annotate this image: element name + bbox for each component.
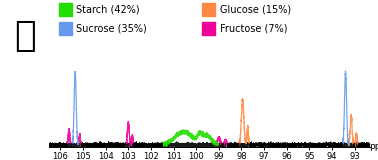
Text: Fructose (7%): Fructose (7%) [220, 24, 288, 34]
Text: Starch (42%): Starch (42%) [76, 5, 140, 15]
Text: Glucose (15%): Glucose (15%) [220, 5, 291, 15]
Text: 🍌: 🍌 [14, 19, 36, 53]
Text: ppm: ppm [369, 142, 378, 151]
Text: Sucrose (35%): Sucrose (35%) [76, 24, 147, 34]
